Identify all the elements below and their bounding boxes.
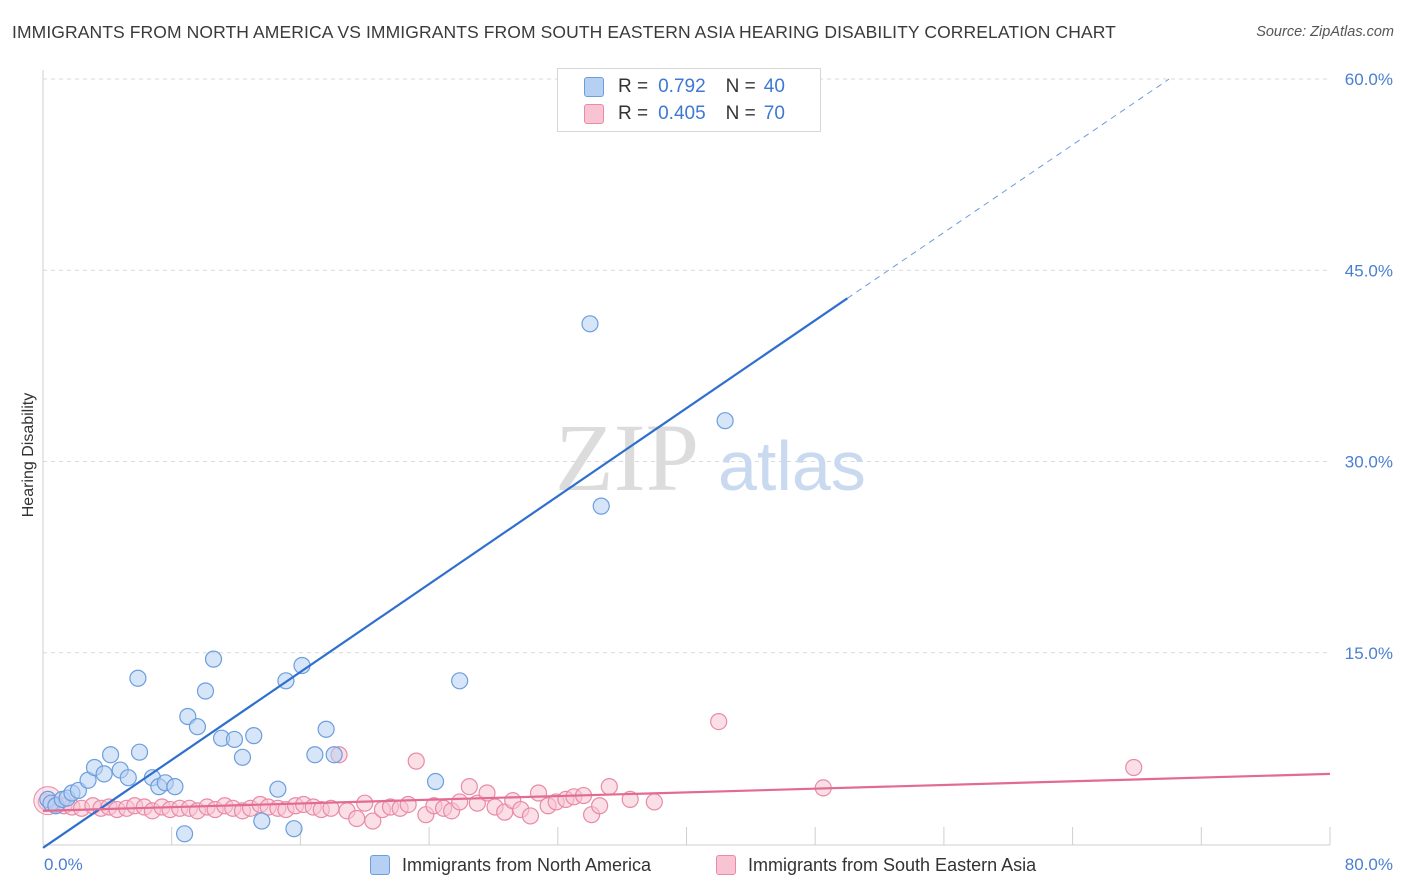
data-point xyxy=(600,778,618,796)
trend-line-north-america xyxy=(42,297,848,849)
data-point xyxy=(245,727,263,745)
bottom-legend-label: Immigrants from South Eastern Asia xyxy=(748,854,1037,875)
legend-row-south-eastern-asia: R = 0.405 N = 70 xyxy=(584,101,785,127)
watermark-zip: ZIP xyxy=(555,404,699,511)
tick-labels: 15.0% 30.0% 45.0% 60.0% 0.0% 80.0% xyxy=(44,70,1393,874)
grid-lines xyxy=(43,78,1330,654)
trend-lines xyxy=(42,78,1331,849)
chart-title: IMMIGRANTS FROM NORTH AMERICA VS IMMIGRA… xyxy=(12,22,1116,42)
data-point xyxy=(204,650,223,668)
data-point xyxy=(581,315,599,333)
legend-r-label: R = xyxy=(618,103,649,124)
watermark: ZIP atlas xyxy=(555,404,866,511)
bottom-legend-label: Immigrants from North America xyxy=(402,854,652,875)
data-point xyxy=(1125,758,1143,777)
data-point xyxy=(451,672,469,690)
data-point xyxy=(521,807,540,825)
legend-n-value: 70 xyxy=(763,103,785,124)
data-point xyxy=(130,743,149,761)
data-point xyxy=(119,769,137,787)
data-point xyxy=(716,412,734,430)
axes xyxy=(42,70,1331,846)
data-point xyxy=(621,790,639,808)
series-north-america-points xyxy=(39,315,734,843)
data-point xyxy=(166,778,184,796)
watermark-atlas: atlas xyxy=(718,427,866,505)
legend-n-label: N = xyxy=(725,103,756,124)
data-point xyxy=(460,778,478,796)
legend-r-value: 0.405 xyxy=(658,103,706,124)
data-point xyxy=(225,730,244,749)
data-point xyxy=(253,812,271,830)
y-tick-label: 15.0% xyxy=(1345,644,1393,663)
legend-r-label: R = xyxy=(618,76,649,97)
source-label: Source: ZipAtlas.com xyxy=(1256,24,1394,40)
legend-n-value: 40 xyxy=(763,76,785,97)
trend-line-north-america-extension xyxy=(847,78,1170,299)
legend-row-north-america: R = 0.792 N = 40 xyxy=(584,74,785,100)
data-point xyxy=(592,497,610,515)
data-point xyxy=(101,746,120,764)
data-point xyxy=(317,720,335,738)
data-point xyxy=(233,748,252,766)
data-point xyxy=(285,820,303,838)
y-tick-label: 30.0% xyxy=(1345,453,1393,472)
correlation-legend: R = 0.792 N = 40 R = 0.405 N = 70 xyxy=(557,68,821,132)
data-point xyxy=(95,765,113,783)
bottom-legend-north-america: Immigrants from North America xyxy=(370,852,651,878)
data-point xyxy=(591,797,609,815)
y-tick-label: 60.0% xyxy=(1345,70,1393,89)
trend-line-south-eastern-asia xyxy=(42,772,1331,812)
data-point xyxy=(451,793,469,811)
data-point xyxy=(325,746,343,764)
data-point xyxy=(175,825,194,843)
legend-swatch-pink xyxy=(584,104,604,124)
x-tick-label: 80.0% xyxy=(1345,855,1393,874)
data-point xyxy=(196,682,215,700)
data-point xyxy=(269,780,287,798)
data-point xyxy=(306,746,324,764)
legend-swatch-blue xyxy=(584,77,604,97)
data-point xyxy=(645,793,663,811)
data-point xyxy=(129,669,147,687)
x-tick-label: 0.0% xyxy=(44,855,83,874)
bottom-legend-swatch-blue xyxy=(370,855,390,875)
legend-n-label: N = xyxy=(725,76,756,97)
data-point xyxy=(407,752,425,770)
y-tick-label: 45.0% xyxy=(1345,261,1393,280)
data-point xyxy=(426,772,445,791)
data-point xyxy=(364,812,382,830)
bottom-legend-swatch-pink xyxy=(716,855,736,875)
data-point xyxy=(399,795,417,814)
data-point xyxy=(188,718,207,736)
y-axis-label: Hearing Disability xyxy=(20,393,37,518)
data-point xyxy=(710,712,728,731)
legend-r-value: 0.792 xyxy=(658,76,706,97)
bottom-legend-south-eastern-asia: Immigrants from South Eastern Asia xyxy=(716,852,1036,878)
data-point xyxy=(356,794,374,812)
data-point xyxy=(348,809,366,828)
